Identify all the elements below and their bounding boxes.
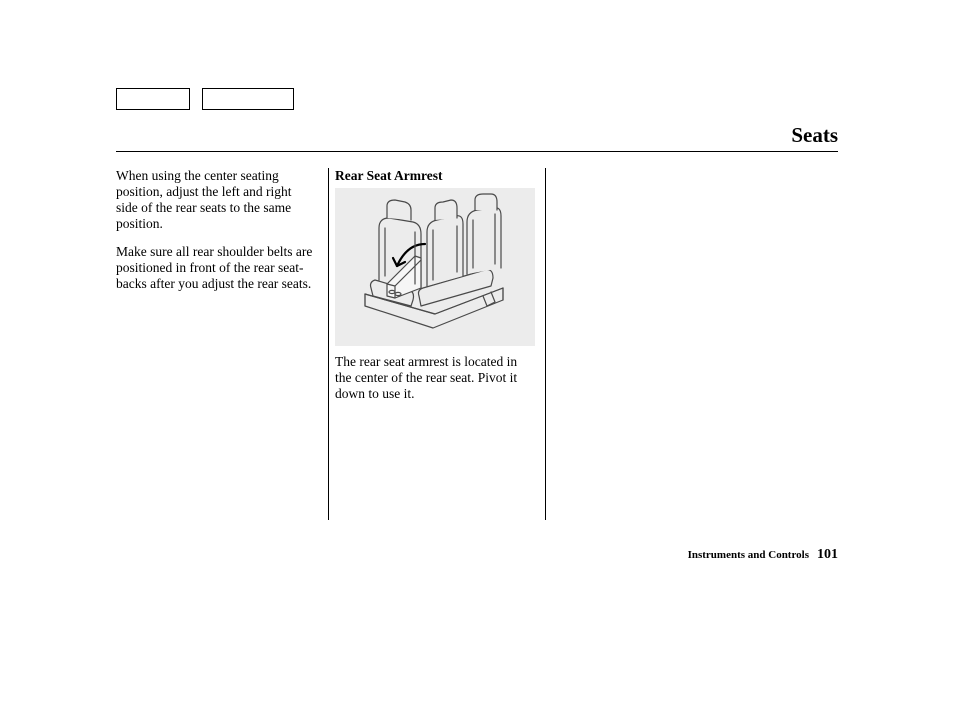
rear-seat-armrest-figure: [335, 188, 535, 346]
footer-page-number: 101: [817, 547, 838, 563]
col1-paragraph-2: Make sure all rear shoulder belts are po…: [116, 244, 314, 292]
header-box-1: [116, 88, 190, 110]
page-title: Seats: [791, 123, 838, 148]
col2-caption: The rear seat armrest is located in the …: [335, 354, 535, 402]
header-tag-boxes: [116, 88, 294, 110]
header-box-2: [202, 88, 294, 110]
column-2: Rear Seat Armrest: [328, 168, 546, 520]
column-1: When using the center seating position, …: [116, 168, 328, 520]
column-3: [546, 168, 756, 520]
content-columns: When using the center seating position, …: [116, 168, 756, 520]
title-underline: [116, 151, 838, 152]
footer-section-label: Instruments and Controls: [688, 549, 809, 561]
page-footer: Instruments and Controls 101: [688, 547, 838, 563]
col1-paragraph-1: When using the center seating position, …: [116, 168, 314, 232]
col2-heading: Rear Seat Armrest: [335, 168, 535, 184]
manual-page: Seats When using the center seating posi…: [0, 0, 954, 710]
seat-diagram-icon: [335, 188, 535, 346]
